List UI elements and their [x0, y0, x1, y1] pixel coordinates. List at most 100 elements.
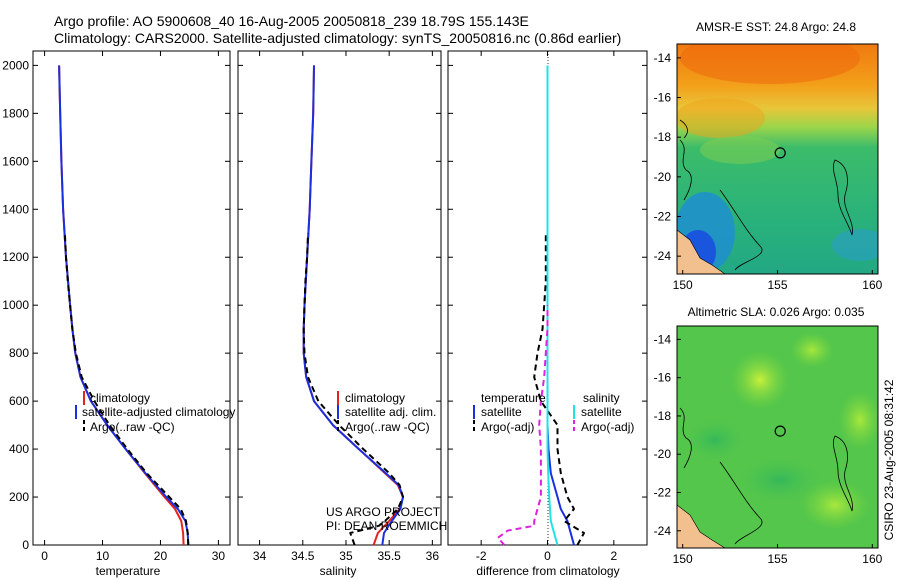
salinity-series — [302, 65, 404, 546]
sla-plateau-contour — [832, 435, 853, 512]
difference-series-temperature-argo-adj — [533, 233, 585, 546]
temperature-panel: 0 200 400 600 800 1000 1200 1400 1600 1800 2000 0 1… — [2, 50, 235, 578]
depth-tick-label: 1800 — [2, 106, 29, 120]
temperature-legend: climatology satellite-adjusted climatolo… — [75, 391, 235, 434]
salinity-xtick-label: 36 — [426, 549, 440, 563]
sst-plateau-contour — [832, 159, 853, 236]
salinity-xtick-label: 34 — [253, 549, 267, 563]
sla-high-eddy-east — [838, 390, 878, 450]
temperature-depth-axis: 0 200 400 600 800 1000 1200 1400 1600 1800 2000 — [2, 58, 230, 552]
salinity-x-axis: 34 34.5 35 35.5 36 — [238, 51, 441, 563]
depth-tick-label: 1200 — [2, 250, 29, 264]
sst-map-title: AMSR-E SST: 24.8 Argo: 24.8 — [696, 20, 856, 34]
temperature-xtick-label: 0 — [41, 549, 48, 563]
depth-tick-label: 0 — [22, 538, 29, 552]
sst-lat-tick-label: -16 — [654, 91, 672, 105]
salinity-axes-frame — [237, 50, 442, 546]
sst-lon-tick-label: 155 — [767, 278, 787, 292]
figure-title-line1: Argo profile: AO 5900608_40 16-Aug-2005 … — [54, 13, 529, 29]
sla-lat-tick-label: -20 — [654, 447, 672, 461]
depth-tick-label: 600 — [9, 394, 29, 408]
sst-cool-east — [832, 229, 878, 261]
temperature-series-satellite — [58, 65, 190, 546]
salinity-legend: climatology satellite adj. clim. Argo(..… — [337, 391, 436, 434]
sla-low-eddy-west — [687, 420, 743, 460]
sst-small-contour — [679, 119, 688, 139]
side-credit: CSIRO 23-Aug-2005 08:31:42 — [882, 379, 896, 540]
difference-xtick-label: 2 — [610, 549, 617, 563]
legend-label-argo: Argo(..raw -QC) — [345, 420, 430, 434]
legend-label-argo: Argo(..raw -QC) — [90, 420, 175, 434]
sla-map-axes: 150 155 160 -14 -16 -18 -20 -22 -24 — [654, 332, 883, 566]
difference-panel: -2 0 2 difference from climatology tempera… — [447, 50, 648, 578]
depth-tick-label: 1600 — [2, 154, 29, 168]
sla-lon-tick-label: 160 — [862, 552, 882, 566]
legend-label-climatology: climatology — [90, 391, 150, 405]
depth-tick-label: 200 — [9, 490, 29, 504]
depth-tick-label: 2000 — [2, 58, 29, 72]
sla-high-eddy-north — [790, 332, 834, 368]
legend-label-satellite: satellite-adjusted climatology — [82, 405, 235, 419]
sla-reef-contour — [719, 461, 763, 545]
depth-tick-label: 1000 — [2, 298, 29, 312]
difference-series-salinity-argo-adj — [496, 305, 549, 546]
difference-series — [496, 65, 585, 546]
difference-legend: temperature salinity satellite Argo(-adj… — [473, 391, 634, 434]
sla-lat-tick-label: -16 — [654, 371, 672, 385]
salinity-series-argo — [302, 233, 404, 546]
legend-label-sal-satellite: satellite — [581, 405, 622, 419]
sla-lon-tick-label: 150 — [673, 552, 693, 566]
sla-coastline — [677, 504, 726, 548]
sla-lat-tick-label: -24 — [654, 524, 672, 538]
temperature-xtick-label: 10 — [96, 549, 110, 563]
project-line1: US ARGO PROJECT — [326, 505, 441, 519]
difference-xtick-label: 0 — [544, 549, 551, 563]
sst-bathymetry-contour — [679, 139, 692, 201]
temperature-xlabel: temperature — [96, 564, 161, 578]
temperature-xtick-label: 30 — [212, 549, 226, 563]
sst-front — [700, 136, 780, 164]
sla-map-panel: Altimetric SLA: 0.026 Argo: 0.035 150 155… — [654, 305, 883, 566]
difference-x-axis: -2 0 2 — [448, 51, 647, 563]
sst-lat-tick-label: -22 — [654, 210, 672, 224]
temperature-axes-frame — [32, 50, 231, 546]
legend-group-temperature: temperature — [481, 391, 546, 405]
sla-map-field — [677, 326, 878, 548]
sst-coastline — [677, 229, 726, 274]
sst-warm-core — [680, 44, 860, 84]
salinity-xtick-label: 34.5 — [291, 549, 315, 563]
salinity-xlabel: salinity — [320, 564, 357, 578]
sla-low-eddy — [740, 458, 820, 502]
sla-argo-position-marker — [774, 425, 786, 437]
depth-tick-label: 800 — [9, 346, 29, 360]
temperature-xtick-label: 20 — [154, 549, 168, 563]
legend-label-temp-argo: Argo(-adj) — [481, 420, 534, 434]
sst-map-axes: 150 155 160 -14 -16 -18 -20 -22 -24 — [654, 51, 883, 292]
legend-group-salinity: salinity — [583, 391, 620, 405]
temperature-x-axis: 0 10 20 30 — [41, 51, 225, 563]
project-line2: PI: DEAN ROEMMICH — [326, 519, 447, 533]
legend-label-sal-argo: Argo(-adj) — [581, 420, 634, 434]
temperature-series — [58, 65, 190, 546]
sst-reef-contour — [719, 189, 763, 271]
salinity-panel: 34 34.5 35 35.5 36 salinity climatology sate… — [237, 50, 447, 578]
sla-bathymetry-contour — [679, 407, 692, 469]
depth-tick-label: 400 — [9, 442, 29, 456]
depth-tick-label: 1400 — [2, 202, 29, 216]
sst-argo-position-marker — [774, 147, 786, 159]
difference-xlabel: difference from climatology — [476, 564, 619, 578]
sst-lat-tick-label: -18 — [654, 130, 672, 144]
salinity-xtick-label: 35 — [339, 549, 353, 563]
sla-lon-tick-label: 155 — [767, 552, 787, 566]
sst-lat-tick-label: -14 — [654, 51, 672, 65]
salinity-xtick-label: 35.5 — [377, 549, 401, 563]
legend-label-climatology: climatology — [345, 391, 405, 405]
difference-series-salinity-satellite — [546, 65, 559, 546]
sla-high-eddy — [730, 350, 790, 410]
legend-label-temp-satellite: satellite — [481, 405, 522, 419]
sst-lat-tick-label: -24 — [654, 249, 672, 263]
salinity-series-satellite — [302, 65, 404, 546]
sst-map-field — [677, 44, 878, 274]
sla-map-title: Altimetric SLA: 0.026 Argo: 0.035 — [688, 305, 865, 319]
